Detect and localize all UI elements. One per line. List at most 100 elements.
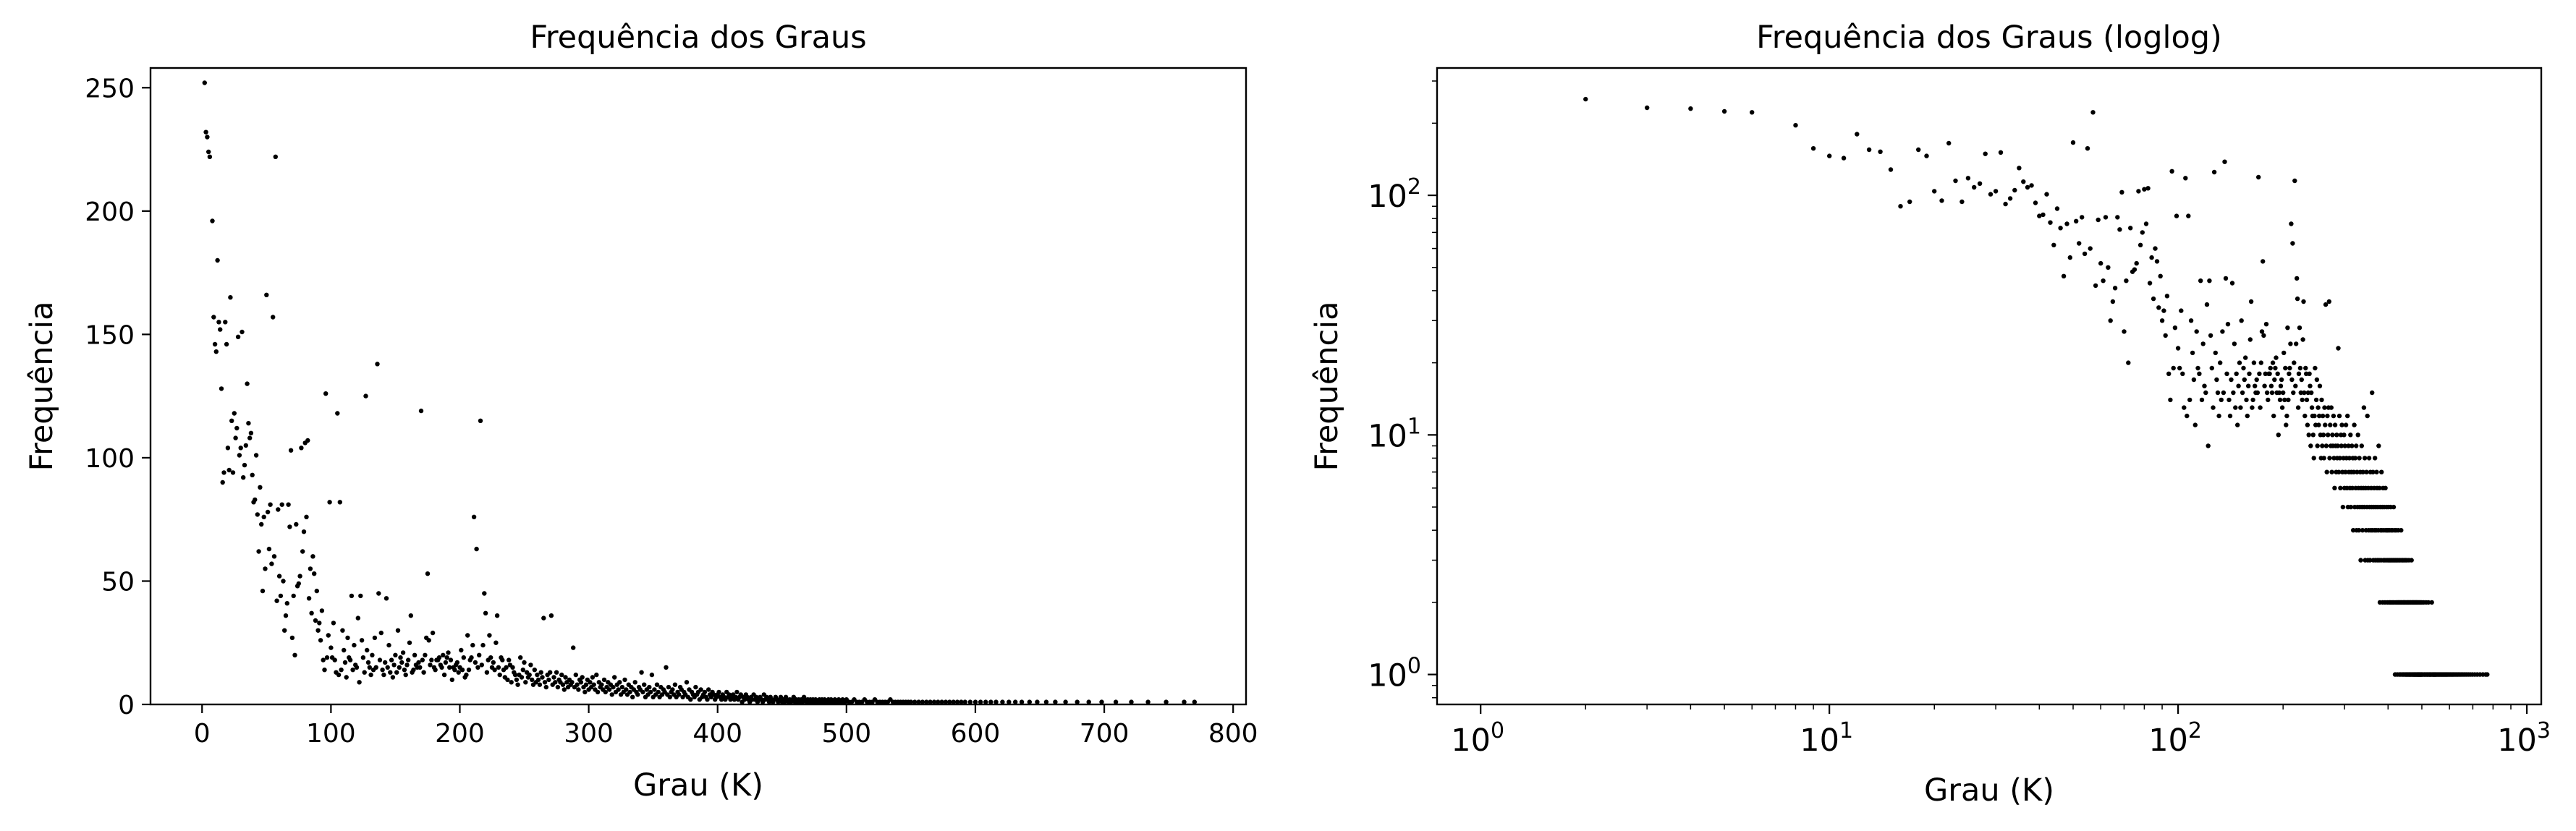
data-point (421, 670, 426, 675)
data-point (478, 418, 483, 423)
data-point (2330, 432, 2335, 438)
data-point (2321, 456, 2326, 461)
data-point (393, 652, 398, 657)
data-point (2343, 422, 2349, 427)
data-point (2322, 405, 2327, 410)
data-point (2377, 485, 2382, 490)
data-point (2305, 422, 2310, 427)
data-point (310, 554, 315, 559)
data-point (2271, 413, 2276, 419)
data-point (363, 393, 368, 399)
data-point (2007, 196, 2013, 201)
data-point (242, 462, 247, 468)
data-point (2054, 206, 2060, 211)
data-point (232, 411, 237, 416)
data-point (2149, 255, 2154, 260)
data-point (2158, 273, 2163, 278)
data-point (688, 697, 693, 702)
data-point (2320, 443, 2325, 448)
data-point (2350, 485, 2355, 490)
data-point (2232, 341, 2237, 346)
data-point (2409, 558, 2414, 563)
data-point (423, 652, 428, 657)
x-tick-label: 400 (692, 719, 742, 749)
data-point (412, 652, 418, 657)
data-point (400, 650, 406, 655)
data-point (2328, 422, 2333, 427)
data-point (2202, 383, 2207, 388)
data-point (411, 668, 416, 673)
data-point (548, 670, 553, 675)
data-point (2239, 318, 2244, 323)
tick-exponent: 0 (1407, 654, 1421, 679)
data-point (1192, 699, 1198, 704)
data-point (399, 660, 404, 665)
data-point (2138, 242, 2143, 247)
data-point (2174, 213, 2179, 218)
y-tick-label: 250 (85, 74, 135, 103)
data-point (223, 320, 228, 325)
data-point (276, 507, 281, 512)
data-point (305, 438, 310, 443)
data-point (2186, 213, 2191, 218)
data-point (213, 349, 219, 354)
data-point (546, 677, 551, 683)
data-point (2211, 405, 2216, 410)
data-point (253, 453, 259, 458)
data-point (1841, 155, 1847, 161)
data-point (664, 665, 669, 670)
data-point (595, 689, 601, 695)
data-point (2085, 146, 2090, 151)
data-point (331, 621, 336, 626)
data-point (2126, 360, 2131, 365)
data-point (2297, 325, 2302, 331)
data-point (2359, 443, 2364, 448)
data-point (2268, 383, 2274, 388)
data-point (908, 699, 914, 704)
data-point (693, 684, 698, 690)
data-point (299, 446, 304, 451)
data-point (253, 497, 258, 503)
data-point (603, 689, 608, 695)
data-point (207, 154, 213, 159)
data-point (2261, 333, 2266, 338)
data-point (2259, 329, 2265, 334)
data-point (2337, 456, 2342, 461)
data-point (599, 682, 604, 687)
data-point (420, 657, 425, 662)
data-point (591, 682, 596, 687)
data-point (973, 699, 978, 704)
data-point (2234, 371, 2239, 376)
data-point (622, 677, 627, 683)
data-point (367, 665, 372, 670)
data-point (2241, 365, 2246, 371)
data-point (2285, 325, 2290, 331)
data-point (2309, 390, 2314, 396)
data-point (220, 480, 225, 485)
data-point (1793, 123, 1798, 128)
data-point (404, 662, 410, 668)
data-point (2300, 397, 2305, 403)
data-point (212, 341, 218, 347)
data-point (260, 588, 266, 594)
data-point (538, 670, 543, 675)
data-point (224, 341, 229, 347)
data-point (469, 655, 474, 660)
data-point (702, 689, 708, 695)
data-point (2361, 405, 2367, 410)
data-point (2220, 329, 2225, 334)
data-point (2195, 365, 2200, 371)
data-point (1043, 699, 1049, 704)
data-point (245, 381, 250, 386)
data-point (2306, 432, 2311, 438)
data-point (350, 668, 355, 673)
data-point (2256, 174, 2261, 180)
data-point (279, 502, 284, 507)
data-point (2287, 365, 2292, 371)
data-point (2225, 322, 2231, 327)
tick-base: 10 (1800, 723, 1839, 759)
data-point (522, 660, 527, 665)
data-point (2188, 318, 2194, 323)
data-point (352, 642, 357, 648)
data-point (912, 699, 918, 704)
